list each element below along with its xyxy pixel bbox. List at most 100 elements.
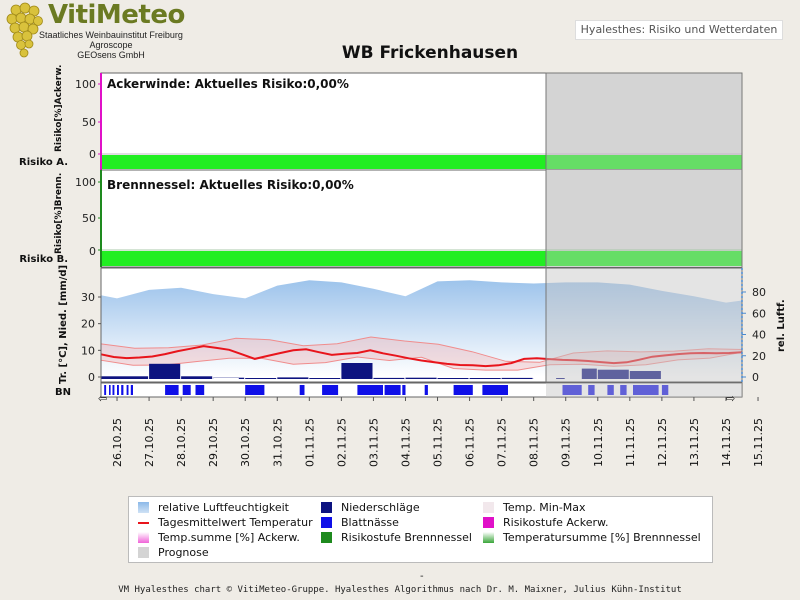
legend-label: Temp.summe [%] Ackerw. xyxy=(158,531,300,544)
leaf-wetness-bar xyxy=(165,385,179,395)
legend-swatch-templine xyxy=(138,522,149,524)
leaf-wetness-bar xyxy=(620,385,627,395)
legend-label: Temp. Min-Max xyxy=(503,501,586,514)
brennnessel-risk-band xyxy=(101,251,546,266)
leaf-wetness-bar xyxy=(130,385,133,395)
footer-dash: - xyxy=(420,571,424,582)
brennnessel-panel-title: Brennnessel: Aktuelles Risiko:0,00% xyxy=(107,178,354,192)
leaf-wetness-bar xyxy=(126,385,129,395)
brennnessel-ylabel: Risiko[%]Brenn. xyxy=(54,173,64,254)
leaf-wetness-bar xyxy=(112,385,115,395)
precip-gap xyxy=(213,378,239,381)
weather-right-ytick: 20 xyxy=(752,350,766,363)
leaf-wetness-bar xyxy=(245,385,265,395)
leaf-wetness-bar xyxy=(322,385,339,395)
date-label: 03.11.25 xyxy=(367,418,380,467)
date-label: 01.11.25 xyxy=(303,418,316,467)
forecast-frame xyxy=(545,72,743,383)
legend-swatch-ackerwinde xyxy=(483,517,494,528)
temp-mean-line xyxy=(100,345,743,368)
precip-bar xyxy=(181,376,213,379)
date-label: 26.10.25 xyxy=(111,418,124,467)
brennnessel-ytick-0: 0 xyxy=(89,245,96,258)
precip-bar xyxy=(469,378,501,379)
org-line-2: Agroscope xyxy=(89,40,133,50)
precip-gap xyxy=(703,378,723,381)
leaf-wetness-bar xyxy=(424,385,428,395)
legend-label: Risikostufe Ackerw. xyxy=(503,516,609,529)
ackerwinde-ytick-100: 100 xyxy=(75,78,96,91)
date-label: 06.11.25 xyxy=(464,418,477,467)
legend-swatch-humidity xyxy=(138,502,149,513)
weather-left-ytick: 20 xyxy=(81,318,95,331)
precip-bar xyxy=(341,363,373,379)
app-logo-title: VitiMeteo xyxy=(48,0,185,30)
ackerwinde-ylabel: Risiko[%]Ackerw. xyxy=(54,65,64,152)
legend-swatch-brennsum xyxy=(483,532,494,543)
org-line-3: GEOsens GmbH xyxy=(77,50,145,60)
grape-logo-icon xyxy=(6,2,43,58)
weather-left-ytick: 10 xyxy=(81,344,95,357)
leaf-wetness-bar xyxy=(453,385,473,395)
leaf-wetness-bar xyxy=(482,385,508,395)
leaf-wetness-bar xyxy=(633,385,659,395)
brennnessel-ytick-100: 100 xyxy=(75,176,96,189)
leaf-wetness-bar xyxy=(117,385,119,395)
date-label: 12.11.25 xyxy=(656,418,669,467)
precip-bar xyxy=(149,363,181,379)
precip-bar xyxy=(309,378,341,379)
leaf-wetness-bar xyxy=(299,385,305,395)
legend-label: relative Luftfeuchtigkeit xyxy=(158,501,289,514)
weather-left-ytick: 0 xyxy=(88,371,95,384)
ackerwinde-ytick-0: 0 xyxy=(89,148,96,161)
brennnessel-ytick-50: 50 xyxy=(82,212,96,225)
chart-type-badge: Hyalesthes: Risiko und Wetterdaten xyxy=(575,20,783,40)
ackerwinde-ytick-50: 50 xyxy=(82,116,96,129)
weather-right-ytick: 40 xyxy=(752,329,766,342)
weather-left-ytick: 30 xyxy=(81,291,95,304)
weather-forecast-shade xyxy=(546,268,742,382)
legend-label: Risikostufe Brennnessel xyxy=(341,531,472,544)
leaf-wetness-bar xyxy=(195,385,205,395)
bn-forecast-shade xyxy=(546,383,742,397)
brennnessel-risk-band-forecast xyxy=(546,251,742,266)
leaf-wetness-bar xyxy=(661,385,669,395)
date-label: 04.11.25 xyxy=(400,418,413,467)
legend-box: relative Luftfeuchtigkeit Niederschläge Te… xyxy=(128,496,713,563)
leaf-wetness-bar xyxy=(402,385,406,395)
date-label: 11.11.25 xyxy=(624,418,637,467)
precip-bar xyxy=(373,377,405,379)
legend-label: Blattnässe xyxy=(341,516,399,529)
date-label: 28.10.25 xyxy=(175,418,188,467)
legend-swatch-leafwet xyxy=(321,517,332,528)
scroll-left-arrow-icon[interactable]: ⇦ xyxy=(98,392,107,405)
leaf-wetness-bar xyxy=(109,385,111,395)
ackerwinde-risk-band-forecast xyxy=(546,155,742,169)
date-label: 31.10.25 xyxy=(271,418,284,467)
leaf-wetness-bar xyxy=(562,385,582,395)
scroll-right-arrow-icon[interactable]: ⇨ xyxy=(726,392,735,405)
date-label: 10.11.25 xyxy=(592,418,605,467)
weather-right-ytick: 60 xyxy=(752,307,766,320)
weather-right-ytick: 80 xyxy=(752,286,766,299)
weather-right-ylabel: rel. Luftf. xyxy=(776,299,787,352)
legend-label: Tagesmittelwert Temperatur xyxy=(158,516,313,529)
date-label: 27.10.25 xyxy=(143,418,156,467)
precip-bar xyxy=(437,378,469,379)
weather-left-ylabel: Tr. [°C], Nied. [mm/d] xyxy=(58,265,69,384)
date-label: 09.11.25 xyxy=(560,418,573,467)
date-label: 15.11.25 xyxy=(752,418,765,467)
precip-bar xyxy=(245,378,277,379)
legend-swatch-brennnessel xyxy=(321,532,332,543)
leaf-wetness-bar xyxy=(357,385,383,395)
legend-label: Temperatursumme [%] Brennnessel xyxy=(503,531,701,544)
weather-right-ytick: 0 xyxy=(752,371,759,384)
date-label: 14.11.25 xyxy=(720,418,733,467)
legend-label: Niederschläge xyxy=(341,501,420,514)
date-label: 07.11.25 xyxy=(496,418,509,467)
legend-swatch-precip xyxy=(321,502,332,513)
precip-gap xyxy=(681,378,698,381)
temp-min-max-band xyxy=(100,336,743,371)
leaf-wetness-bar xyxy=(104,385,107,395)
